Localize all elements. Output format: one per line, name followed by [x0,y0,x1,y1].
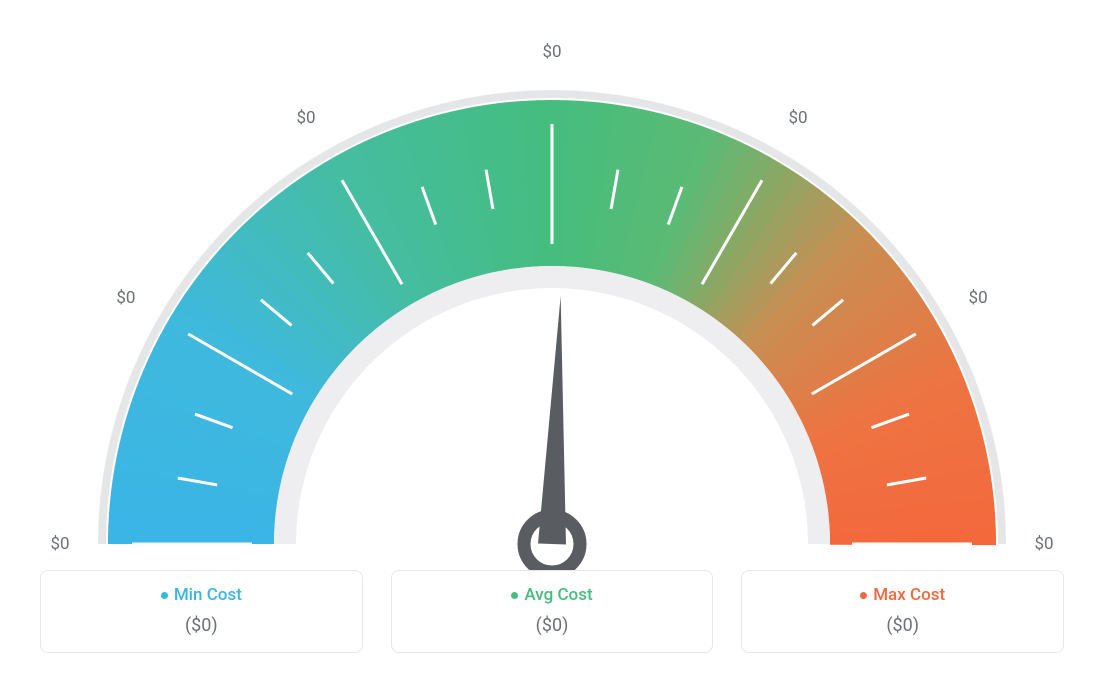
gauge-tick-label: $0 [296,108,315,128]
legend-value-min: ($0) [51,615,352,636]
legend-label-max-text: Max Cost [873,585,945,605]
legend-row: Min Cost ($0) Avg Cost ($0) Max Cost ($0… [0,570,1104,653]
legend-card-max: Max Cost ($0) [741,570,1064,653]
legend-label-min-text: Min Cost [174,585,242,605]
legend-dot-avg [511,592,518,599]
gauge-tick-label: $0 [969,288,988,308]
gauge-svg [0,0,1104,570]
legend-label-min: Min Cost [51,585,352,605]
gauge-tick-label: $0 [50,534,69,554]
gauge-tick-label: $0 [542,42,561,62]
legend-dot-max [860,592,867,599]
legend-card-min: Min Cost ($0) [40,570,363,653]
legend-label-avg-text: Avg Cost [524,585,592,605]
gauge-tick-label: $0 [116,288,135,308]
legend-dot-min [161,592,168,599]
legend-value-avg: ($0) [402,615,703,636]
legend-card-avg: Avg Cost ($0) [391,570,714,653]
gauge-tick-label: $0 [788,108,807,128]
legend-label-max: Max Cost [752,585,1053,605]
legend-label-avg: Avg Cost [402,585,703,605]
legend-value-max: ($0) [752,615,1053,636]
gauge-chart: $0 $0 $0 $0 $0 $0 $0 [0,0,1104,570]
gauge-tick-label: $0 [1034,534,1053,554]
